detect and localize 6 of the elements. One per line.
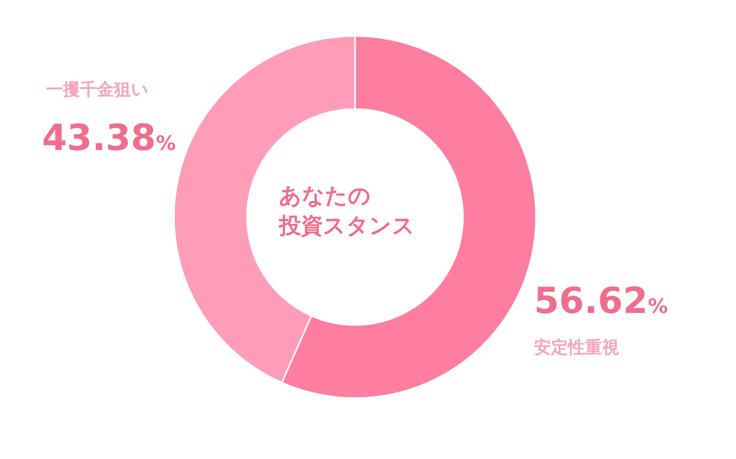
data-label: 56.62%: [534, 281, 668, 322]
text: あなたの: [279, 184, 371, 209]
slice-label: 一攫千金狙い: [46, 80, 148, 100]
slice-label: 安定性重視: [534, 338, 619, 358]
text: 投資スタンス: [278, 214, 415, 239]
data-label: 43.38%: [42, 118, 176, 159]
